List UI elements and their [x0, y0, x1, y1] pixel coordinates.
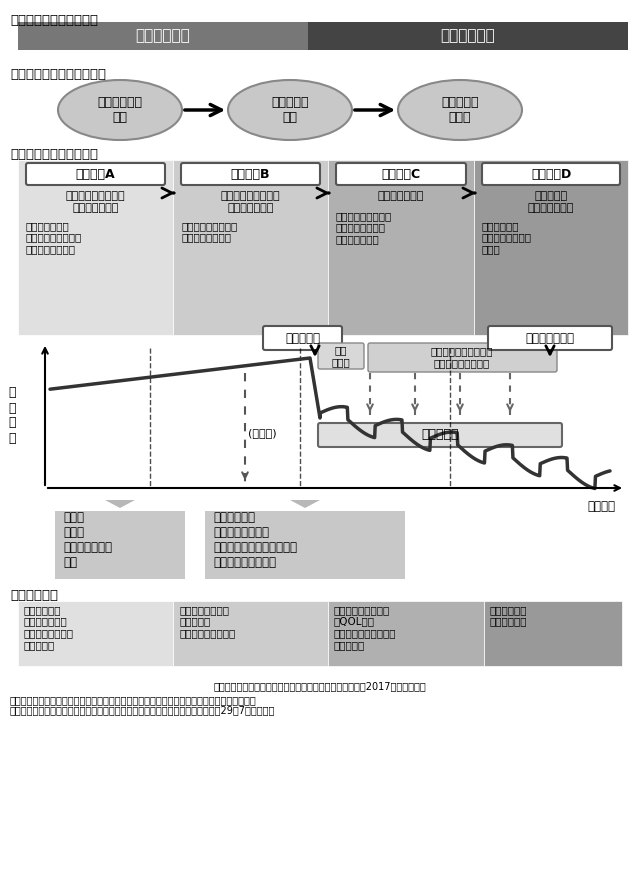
Text: 「日本循環器学会　急性・慢性心不全診療ガイドライン（2017年改訂版）」: 「日本循環器学会 急性・慢性心不全診療ガイドライン（2017年改訂版）」: [214, 681, 426, 691]
FancyBboxPatch shape: [55, 511, 185, 579]
FancyBboxPatch shape: [336, 163, 466, 185]
Text: ・器質的心疾患あり
・心不全症候あり
（既往も含む）: ・器質的心疾患あり ・心不全症候あり （既往も含む）: [336, 211, 392, 244]
FancyBboxPatch shape: [328, 601, 484, 666]
Text: 器質的心疾患のある
リスクステージ: 器質的心疾患のある リスクステージ: [221, 191, 280, 212]
FancyBboxPatch shape: [173, 601, 328, 666]
Text: 高血圧
糖尿病
動脈硬化性疾患
など: 高血圧 糖尿病 動脈硬化性疾患 など: [63, 511, 112, 569]
FancyBboxPatch shape: [181, 163, 320, 185]
Text: ステージA: ステージA: [76, 168, 115, 180]
Polygon shape: [290, 500, 320, 508]
Ellipse shape: [58, 80, 182, 140]
Text: 身
体
機
能: 身 体 機 能: [8, 386, 16, 444]
FancyBboxPatch shape: [474, 160, 628, 335]
Text: 心不全リスク: 心不全リスク: [136, 29, 190, 44]
Text: ・症状コントロール
・QOL改善
・入院予防・死亡回避
・緩和ケア: ・症状コントロール ・QOL改善 ・入院予防・死亡回避 ・緩和ケア: [334, 605, 397, 649]
FancyBboxPatch shape: [26, 163, 165, 185]
FancyBboxPatch shape: [488, 326, 612, 350]
Text: 【心不全ステージ分類】: 【心不全ステージ分類】: [10, 148, 98, 161]
Text: ステージC: ステージC: [381, 168, 420, 180]
Text: 治療抵抗性
心不全ステージ: 治療抵抗性 心不全ステージ: [528, 191, 574, 212]
Text: 虚血性心疾患
左室リモデリング
（左室肥大・駆出率低下）
無症候性弁膜症など: 虚血性心疾患 左室リモデリング （左室肥大・駆出率低下） 無症候性弁膜症など: [213, 511, 297, 569]
Text: 器質的心疾患
発症: 器質的心疾患 発症: [97, 96, 143, 124]
Polygon shape: [308, 22, 628, 50]
Text: ・危険因子の
　コントロール
・器質的心疾患の
　発症予防: ・危険因子の コントロール ・器質的心疾患の 発症予防: [24, 605, 74, 649]
Text: 【心不全の進展イベント】: 【心不全の進展イベント】: [10, 68, 106, 81]
Text: 急性
心不全: 急性 心不全: [332, 345, 350, 367]
Text: 心不全の難治化: 心不全の難治化: [525, 332, 575, 344]
Text: 症候性心不全: 症候性心不全: [440, 29, 495, 44]
Text: ・器質的心疾患の
　進展予防
・心不全の発症予防: ・器質的心疾患の 進展予防 ・心不全の発症予防: [179, 605, 236, 638]
Text: ・器質的心疾患あり
・心不全症候なし: ・器質的心疾患あり ・心不全症候なし: [181, 221, 237, 243]
Text: (突然死): (突然死): [248, 428, 276, 438]
Text: 慢性心不全: 慢性心不全: [421, 428, 459, 442]
FancyBboxPatch shape: [368, 343, 557, 372]
FancyBboxPatch shape: [18, 160, 173, 335]
Polygon shape: [18, 22, 313, 50]
Text: ・危険因子あり
・器質的心疾患なし
・心不全症候なし: ・危険因子あり ・器質的心疾患なし ・心不全症候なし: [26, 221, 83, 254]
Text: 時間経過: 時間経過: [587, 500, 615, 513]
Text: ・再入院予防
・終末期ケア: ・再入院予防 ・終末期ケア: [490, 605, 527, 626]
FancyBboxPatch shape: [18, 22, 308, 50]
Text: 器質的心疾患のない
リスクステージ: 器質的心疾患のない リスクステージ: [66, 191, 125, 212]
Text: 「厚生労働省　脳卒中、心臓病その他の循環器病に係る診療提供体制の在り方に関する検討会: 「厚生労働省 脳卒中、心臓病その他の循環器病に係る診療提供体制の在り方に関する検…: [10, 695, 257, 705]
Text: 【治療目標】: 【治療目標】: [10, 589, 58, 602]
FancyBboxPatch shape: [484, 601, 622, 666]
FancyBboxPatch shape: [318, 423, 562, 447]
Text: 慢性心不全の急性増悪
（急性心不全）反復: 慢性心不全の急性増悪 （急性心不全）反復: [431, 346, 493, 368]
Text: ステージB: ステージB: [231, 168, 270, 180]
FancyBboxPatch shape: [205, 511, 405, 579]
Text: 心不全発症: 心不全発症: [285, 332, 320, 344]
Text: 心不全治療
抵抗性: 心不全治療 抵抗性: [441, 96, 479, 124]
FancyBboxPatch shape: [328, 160, 474, 335]
Ellipse shape: [398, 80, 522, 140]
Text: 脳卒中、心臓病その他の循環器病に係る診療提供体制の在り方について（平成29年7月）」より: 脳卒中、心臓病その他の循環器病に係る診療提供体制の在り方について（平成29年7月…: [10, 705, 275, 715]
FancyBboxPatch shape: [18, 601, 173, 666]
FancyBboxPatch shape: [173, 160, 328, 335]
FancyBboxPatch shape: [263, 326, 342, 350]
Ellipse shape: [228, 80, 352, 140]
Text: 【心不全とそのリスク】: 【心不全とそのリスク】: [10, 14, 98, 27]
Text: ステージD: ステージD: [531, 168, 571, 180]
FancyBboxPatch shape: [482, 163, 620, 185]
Text: ・治療抵抗性
（難治性・末期）
心不全: ・治療抵抗性 （難治性・末期） 心不全: [482, 221, 532, 254]
FancyBboxPatch shape: [318, 343, 364, 369]
Polygon shape: [105, 500, 135, 508]
Text: 心不全ステージ: 心不全ステージ: [378, 191, 424, 201]
Text: 心不全症候
出現: 心不全症候 出現: [271, 96, 308, 124]
